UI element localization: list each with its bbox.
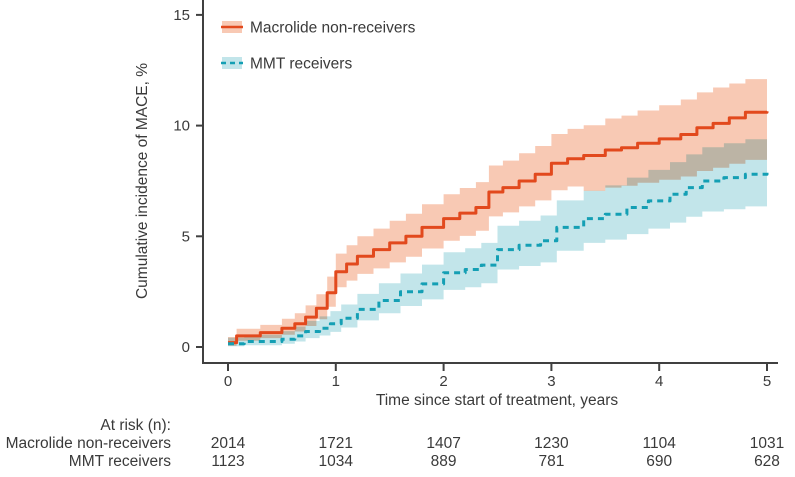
at-risk-count: 1123 [211, 453, 244, 470]
y-tick-label: 15 [173, 7, 190, 24]
y-axis-title: Cumulative incidence of MACE, % [134, 63, 151, 299]
y-tick-label: 0 [182, 339, 190, 356]
legend: Macrolide non-receivers MMT receivers [221, 20, 416, 73]
x-axis-ticks: 0 1 2 3 4 5 [224, 363, 771, 390]
y-axis-ticks: 0 5 10 15 [173, 7, 202, 356]
at-risk-count: 781 [538, 453, 564, 470]
legend-label-macrolide: Macrolide non-receivers [250, 20, 416, 37]
y-tick-label: 5 [182, 228, 190, 245]
x-tick-label: 0 [224, 373, 232, 390]
at-risk-table: At risk (n): Macrolide non-receivers 2014… [6, 417, 785, 470]
x-tick-label: 3 [547, 373, 555, 390]
x-tick-label: 5 [763, 373, 771, 390]
at-risk-rows: Macrolide non-receivers 2014 1721 1407 1230 1… [6, 435, 785, 470]
x-tick-label: 1 [332, 373, 340, 390]
y-tick-label: 10 [173, 118, 190, 135]
at-risk-count: 2014 [211, 435, 246, 452]
legend-label-mmt: MMT receivers [250, 56, 352, 73]
confidence-bands [228, 78, 767, 347]
confidence-band-macrolide-non-receivers [228, 78, 767, 346]
step-line-mmt-receivers [228, 171, 769, 346]
x-tick-label: 4 [655, 373, 663, 390]
at-risk-count: 1034 [319, 453, 354, 470]
at-risk-row-label: MMT receivers [69, 453, 171, 470]
x-axis-title: Time since start of treatment, years [376, 392, 619, 409]
legend-item-macrolide-non-receivers: Macrolide non-receivers [221, 20, 416, 37]
x-tick-label: 2 [439, 373, 447, 390]
at-risk-count: 889 [431, 453, 457, 470]
step-line-macrolide-non-receivers [228, 110, 769, 345]
legend-item-mmt-receivers: MMT receivers [221, 56, 352, 73]
at-risk-count: 628 [754, 453, 780, 470]
at-risk-header: At risk (n): [100, 417, 171, 434]
at-risk-count: 1407 [426, 435, 460, 452]
at-risk-count: 1104 [643, 435, 677, 452]
at-risk-count: 1230 [534, 435, 569, 452]
at-risk-count: 1031 [750, 435, 784, 452]
at-risk-row-label: Macrolide non-receivers [6, 435, 172, 452]
confidence-band-mmt-receivers [228, 135, 767, 347]
at-risk-count: 690 [646, 453, 672, 470]
at-risk-count: 1721 [319, 435, 353, 452]
